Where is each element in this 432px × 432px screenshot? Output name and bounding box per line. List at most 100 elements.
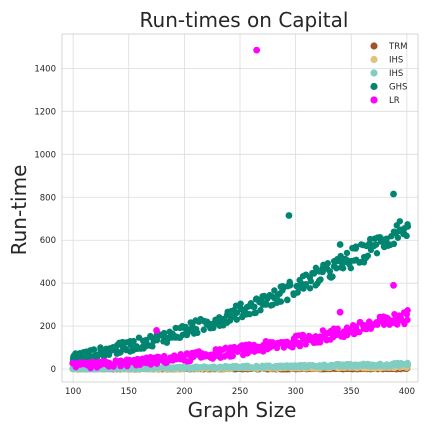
data-point-outlier [285, 212, 293, 219]
y-tick-label: 800 [40, 193, 56, 203]
legend-label: LR [389, 96, 400, 106]
data-point [233, 316, 240, 323]
data-point [209, 355, 216, 362]
data-point [362, 254, 370, 262]
data-point [286, 278, 293, 286]
data-point [257, 307, 264, 314]
data-point [316, 339, 324, 346]
data-point-outlier [153, 327, 160, 334]
data-point [329, 273, 336, 280]
y-tick-label: 0 [51, 365, 56, 375]
legend-marker [370, 69, 378, 77]
data-point [383, 235, 390, 242]
data-point [352, 243, 360, 250]
data-point [396, 312, 403, 319]
legend-label: GHS [389, 83, 407, 93]
x-axis-label: Graph Size [188, 398, 297, 422]
x-tick-label: 300 [288, 387, 304, 397]
series-ihs-2 [69, 359, 412, 373]
data-point [229, 352, 236, 360]
x-tick-label: 150 [121, 387, 137, 397]
data-point [324, 260, 331, 267]
data-point [246, 310, 253, 318]
data-point [326, 268, 334, 275]
data-point [343, 249, 351, 257]
data-point [90, 346, 98, 353]
x-tick-label: 100 [65, 387, 81, 397]
data-point [356, 328, 363, 336]
data-point [317, 276, 324, 283]
data-point [403, 232, 410, 240]
data-point [279, 282, 286, 290]
data-point [333, 265, 340, 272]
data-point [130, 337, 137, 345]
data-point [222, 344, 229, 352]
data-point-outlier [390, 281, 397, 289]
legend-label: TRM [388, 42, 407, 52]
y-tick-label: 1000 [34, 150, 56, 160]
legend-marker [370, 82, 378, 91]
data-point [192, 325, 200, 333]
data-point [249, 303, 257, 310]
data-point [309, 269, 316, 277]
plot-frame [61, 33, 419, 383]
data-point [302, 280, 309, 288]
data-point [312, 333, 319, 340]
data-point [117, 348, 124, 356]
data-point [237, 300, 244, 307]
x-tick-label: 350 [343, 387, 359, 397]
data-point [105, 351, 113, 358]
data-point [149, 343, 156, 350]
legend-marker [370, 96, 378, 104]
legend: TRM IHS IHS GHS LR [370, 42, 407, 106]
data-point-outlier [390, 190, 397, 198]
data-point [373, 241, 380, 248]
data-point [284, 296, 291, 304]
data-point [292, 363, 299, 370]
data-points [69, 46, 412, 373]
data-point [252, 309, 259, 317]
data-point [319, 268, 326, 276]
data-point [394, 234, 402, 241]
data-point [404, 316, 411, 324]
data-point [345, 326, 353, 333]
data-point [306, 285, 314, 292]
data-point [262, 301, 270, 308]
data-point [294, 289, 301, 296]
data-point [160, 352, 168, 360]
series-ghs-3 [69, 190, 412, 364]
y-tick-label: 600 [40, 236, 56, 246]
legend-marker [370, 55, 378, 64]
data-point [403, 311, 411, 318]
data-point-outlier [336, 241, 344, 248]
data-point [299, 331, 306, 339]
data-point [373, 250, 381, 257]
data-point [346, 261, 353, 268]
data-point [200, 326, 207, 333]
data-point [404, 362, 411, 369]
y-axis-label: Run-time [7, 165, 31, 256]
data-point [396, 218, 404, 225]
data-point [390, 240, 398, 248]
data-point [143, 336, 150, 344]
y-tick-label: 1400 [34, 64, 56, 74]
legend-label: IHS [389, 69, 403, 79]
data-point [302, 341, 309, 348]
data-point [339, 265, 347, 272]
tick-labels: 100 150 200 250 300 350 400 0 200 400 600 800 1000 12… [34, 64, 415, 397]
legend-marker [370, 42, 378, 50]
legend-label: IHS [389, 56, 403, 66]
x-tick-label: 400 [399, 387, 415, 397]
y-tick-label: 1200 [34, 107, 56, 117]
data-point [356, 259, 363, 266]
data-point [352, 323, 360, 330]
data-point-outlier [336, 308, 344, 316]
data-point [277, 298, 285, 305]
data-point [273, 344, 281, 352]
y-tick-label: 400 [40, 279, 56, 289]
data-point [271, 287, 278, 294]
x-tick-label: 250 [232, 387, 248, 397]
chart-title: Run-times on Capital [140, 8, 349, 32]
data-point-outlier [253, 46, 261, 54]
